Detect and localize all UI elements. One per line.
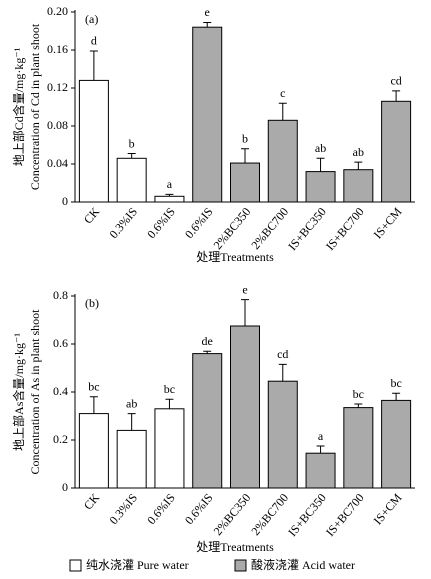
legend-swatch bbox=[69, 559, 82, 572]
x-tick-label: IS+BC700 bbox=[323, 491, 367, 539]
x-tick-label: CK bbox=[81, 490, 103, 512]
y-tick-label: 0.8 bbox=[53, 288, 68, 302]
error-bar bbox=[203, 350, 212, 354]
y-tick-label: 0 bbox=[62, 194, 68, 208]
y-axis-label: Concentration of Cd in plant shoot bbox=[28, 23, 42, 190]
x-tick-label: 0.6%IS bbox=[144, 491, 178, 527]
x-tick-label: IS+BC350 bbox=[285, 491, 329, 539]
bar bbox=[116, 157, 147, 203]
legend-label: 纯水浇灌 Pure water bbox=[86, 558, 189, 572]
significance-letter: ab bbox=[353, 145, 364, 159]
bar bbox=[267, 380, 298, 489]
bar bbox=[343, 407, 374, 489]
error-bar bbox=[89, 50, 98, 81]
significance-letter: e bbox=[205, 5, 210, 19]
bar bbox=[154, 408, 185, 489]
y-tick-label: 0.2 bbox=[53, 432, 68, 446]
bar bbox=[267, 119, 298, 203]
y-axis-label: 地上部As含量/mg·kg⁻¹ bbox=[11, 333, 26, 451]
significance-letter: a bbox=[167, 177, 173, 191]
error-bar bbox=[241, 148, 249, 164]
significance-letter: cd bbox=[277, 347, 288, 361]
y-tick-label: 0.08 bbox=[47, 118, 68, 132]
bar bbox=[230, 325, 260, 489]
x-tick-label: IS+BC700 bbox=[323, 205, 367, 253]
significance-letter: bc bbox=[88, 380, 99, 394]
significance-letter: cd bbox=[390, 74, 401, 88]
bar bbox=[78, 413, 109, 489]
bar bbox=[381, 399, 412, 489]
significance-letter: bc bbox=[164, 382, 175, 396]
y-tick-label: 0.20 bbox=[47, 4, 68, 18]
axes bbox=[74, 10, 415, 203]
y-tick-label: 0 bbox=[62, 480, 68, 494]
error-bar bbox=[241, 299, 249, 326]
bar bbox=[343, 169, 374, 203]
significance-letter: c bbox=[280, 86, 285, 100]
error-bar bbox=[316, 157, 325, 172]
significance-letter: b bbox=[129, 136, 135, 150]
error-bar bbox=[127, 413, 136, 431]
y-tick-label: 0.4 bbox=[53, 384, 68, 398]
bar bbox=[78, 79, 109, 203]
error-bar bbox=[127, 153, 136, 159]
y-tick-label: 0.12 bbox=[47, 80, 68, 94]
x-tick-label: 0.3%IS bbox=[106, 205, 140, 241]
x-tick-label: 2%BC350 bbox=[211, 491, 254, 538]
error-bar bbox=[392, 90, 401, 102]
bar bbox=[305, 171, 336, 203]
x-tick-label: 0.6%IS bbox=[182, 491, 216, 527]
significance-letter: d bbox=[91, 34, 97, 48]
significance-letter: bc bbox=[353, 387, 364, 401]
error-bar bbox=[354, 161, 363, 170]
bar bbox=[305, 452, 336, 489]
significance-letter: bc bbox=[390, 376, 401, 390]
error-bar bbox=[278, 102, 287, 121]
error-bar bbox=[203, 21, 212, 28]
legend-label: 酸液浇灌 Acid water bbox=[251, 557, 355, 572]
significance-letter: b bbox=[242, 132, 248, 146]
bar bbox=[230, 162, 260, 203]
error-bar bbox=[165, 193, 174, 197]
error-bar bbox=[278, 363, 287, 382]
bar bbox=[192, 26, 223, 203]
panel-label: (a) bbox=[85, 12, 98, 26]
significance-letter: ab bbox=[126, 396, 137, 410]
bar bbox=[381, 100, 412, 203]
x-tick-label: 0.6%IS bbox=[144, 205, 178, 241]
significance-letter: ab bbox=[315, 141, 326, 155]
error-bar bbox=[392, 392, 401, 401]
y-tick-label: 0.6 bbox=[53, 336, 68, 350]
x-axis-label: 处理Treatments bbox=[196, 540, 274, 554]
x-tick-label: IS+BC350 bbox=[285, 205, 329, 253]
y-axis-label: Concentration of As in plant shoot bbox=[28, 309, 42, 475]
y-axis-label: 地上部Cd含量/mg·kg⁻¹ bbox=[11, 47, 26, 166]
bar bbox=[154, 195, 185, 203]
x-tick-label: IS+CM bbox=[371, 490, 405, 527]
x-tick-label: 2%BC350 bbox=[211, 205, 254, 252]
significance-letter: a bbox=[318, 429, 324, 443]
x-tick-label: 0.3%IS bbox=[106, 491, 140, 527]
y-tick-label: 0.04 bbox=[47, 156, 68, 170]
legend-swatch bbox=[234, 559, 247, 572]
significance-letter: de bbox=[202, 334, 213, 348]
y-tick-label: 0.16 bbox=[47, 42, 68, 56]
panel-label: (b) bbox=[85, 296, 99, 310]
error-bar bbox=[354, 403, 363, 408]
x-axis-label: 处理Treatments bbox=[196, 250, 274, 264]
x-tick-label: IS+CM bbox=[371, 204, 405, 241]
error-bar bbox=[165, 398, 174, 409]
significance-letter: e bbox=[242, 282, 247, 296]
x-tick-label: 0.6%IS bbox=[182, 205, 216, 241]
axes bbox=[74, 294, 415, 489]
error-bar bbox=[316, 445, 325, 454]
x-tick-label: CK bbox=[81, 204, 103, 226]
bar bbox=[116, 429, 147, 489]
bar bbox=[192, 353, 223, 489]
error-bar bbox=[89, 396, 98, 414]
